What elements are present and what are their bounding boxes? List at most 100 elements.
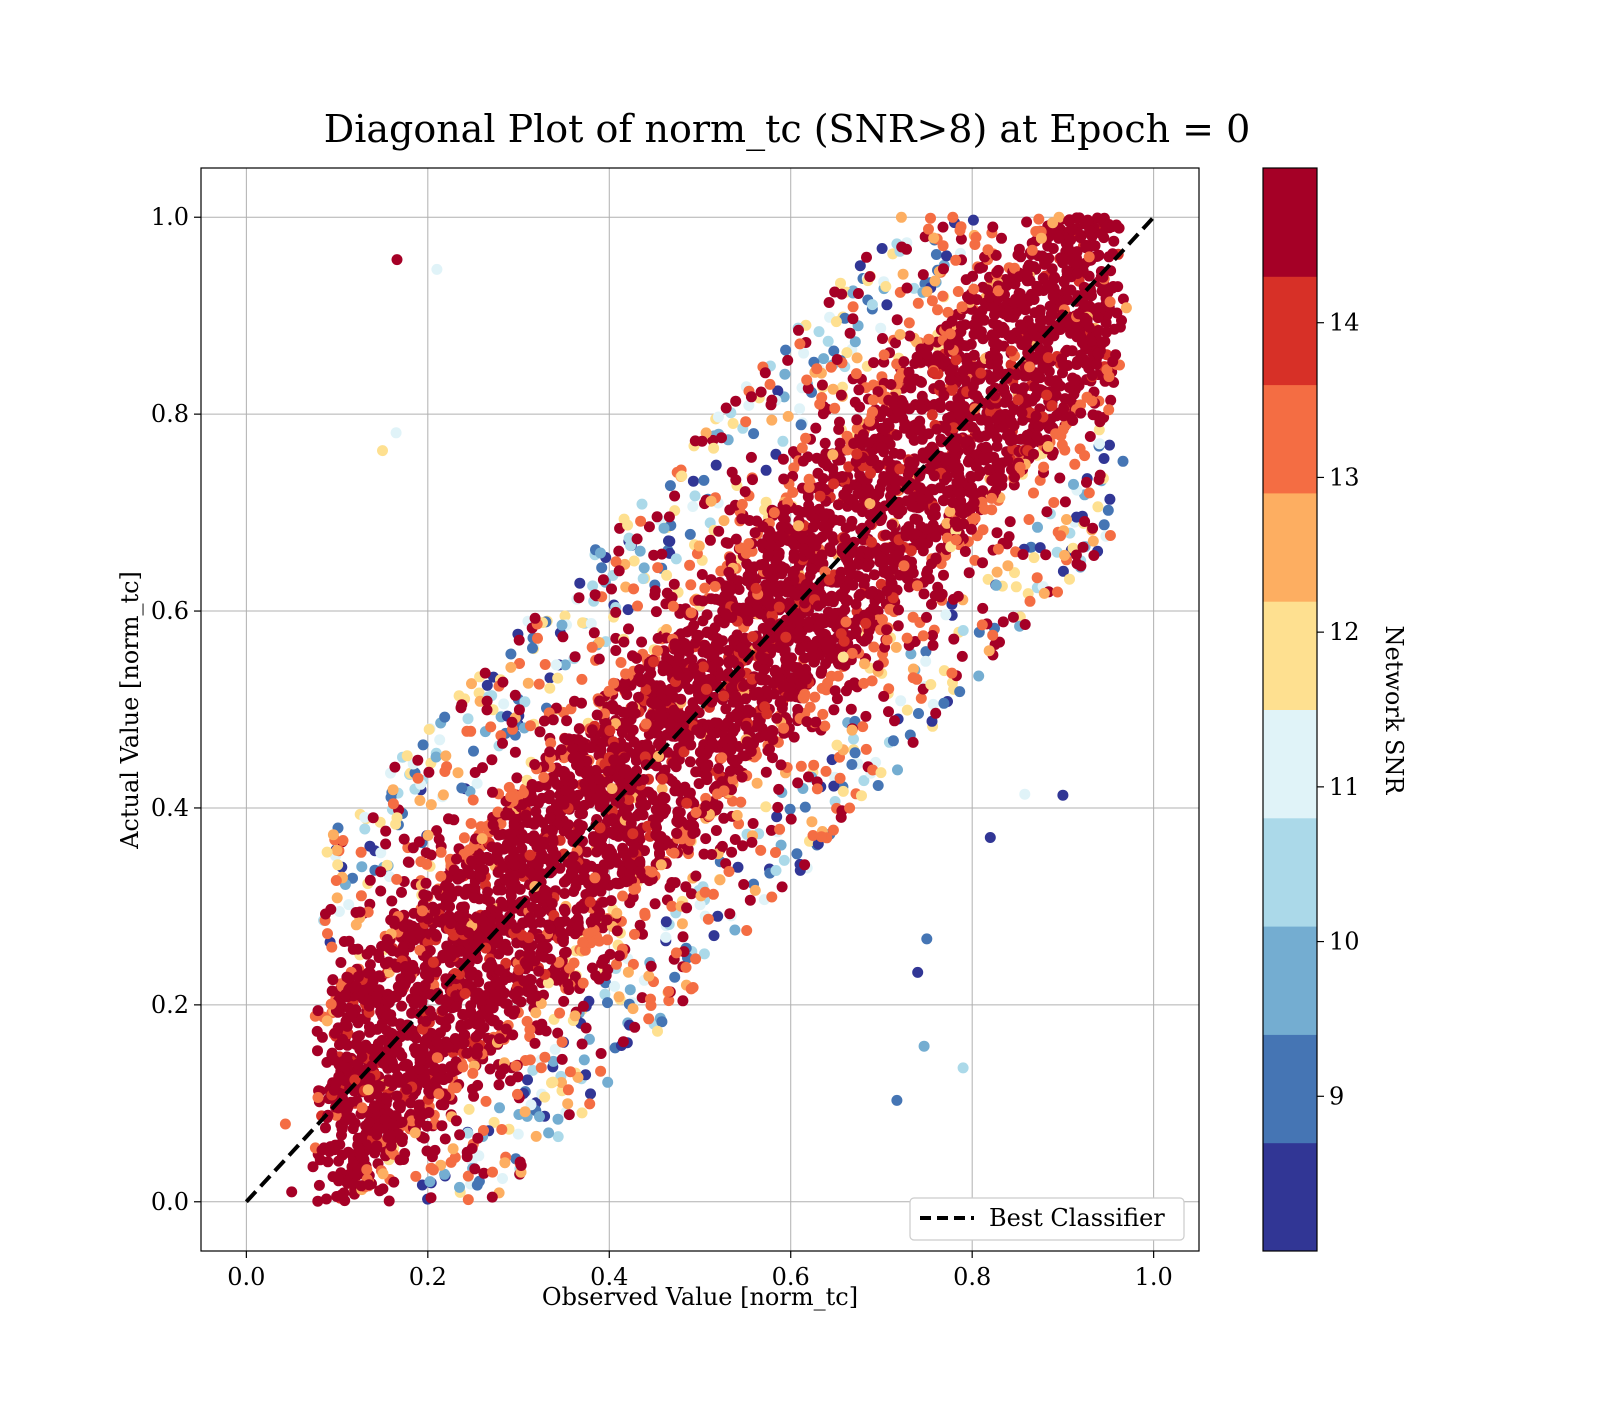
scatter-point [690,766,701,777]
scatter-point [594,654,605,665]
scatter-point [796,419,807,430]
scatter-point [660,932,671,943]
scatter-point [959,365,970,376]
scatter-point [440,1021,451,1032]
scatter-point [662,588,673,599]
scatter-point [530,613,541,624]
scatter-point [740,416,751,427]
scatter-point [464,1104,475,1115]
scatter-point [1048,497,1059,508]
scatter-point [721,403,732,414]
scatter-point [454,1129,465,1140]
scatter-point [472,778,483,789]
scatter-point [779,855,790,866]
scatter-point [835,438,846,449]
scatter-point [671,553,682,564]
scatter-point [589,627,600,638]
scatter-point [392,812,403,823]
scatter-point [610,645,621,656]
scatter-point [505,662,516,673]
scatter-point [700,833,711,844]
scatter-point [668,601,679,612]
scatter-point [628,1003,639,1014]
scatter-point [522,1074,533,1085]
scatter-point [893,620,904,631]
scatter-point [410,1171,421,1182]
scatter-point [1099,519,1110,530]
scatter-point [925,213,936,224]
scatter-point [533,966,544,977]
scatter-point [730,396,741,407]
scatter-point [898,269,909,280]
scatter-point [771,713,782,724]
scatter-point [653,633,664,644]
scatter-point [669,579,680,590]
scatter-point [1105,395,1116,406]
scatter-point [796,761,807,772]
scatter-point [684,560,695,571]
scatter-point [1038,462,1049,473]
scatter-point [466,818,477,829]
scatter-point [563,819,574,830]
scatter-point [1048,291,1059,302]
scatter-point [732,810,743,821]
scatter-point [891,642,902,653]
scatter-point [927,295,938,306]
scatter-point [618,1036,629,1047]
scatter-point [414,836,425,847]
scatter-point [1019,789,1030,800]
scatter-point [556,917,567,928]
scatter-point [1043,352,1054,363]
scatter-point [991,580,1002,591]
scatter-point [973,671,984,682]
scatter-point [873,660,884,671]
scatter-point [1082,392,1093,403]
scatter-point [609,981,620,992]
scatter-point [724,743,735,754]
scatter-point [576,674,587,685]
scatter-point [439,712,450,723]
scatter-point [1041,390,1052,401]
scatter-point [1108,236,1119,247]
scatter-point [833,499,844,510]
scatter-point [529,759,540,770]
scatter-point [804,548,815,559]
scatter-point [538,941,549,952]
scatter-point [531,990,542,1001]
scatter-point [1064,214,1075,225]
scatter-point [708,443,719,454]
scatter-point [577,1039,588,1050]
scatter-point [948,634,959,645]
scatter-point [983,244,994,255]
scatter-point [801,375,812,386]
scatter-point [603,766,614,777]
scatter-point [938,570,949,581]
scatter-point [841,617,852,628]
scatter-point [422,1146,433,1157]
scatter-point [629,556,640,567]
scatter-point [540,659,551,670]
scatter-point [731,534,742,545]
scatter-point [799,859,810,870]
scatter-point [880,281,891,292]
scatter-point [617,891,628,902]
scatter-point [423,1107,434,1118]
scatter-point [636,637,647,648]
scatter-point [781,504,792,515]
scatter-point [1088,550,1099,561]
scatter-point [929,470,940,481]
scatter-point [738,681,749,692]
scatter-point [523,932,534,943]
scatter-point [992,339,1003,350]
scatter-point [386,994,397,1005]
scatter-point [690,871,701,882]
scatter-point [916,404,927,415]
scatter-point [818,521,829,532]
scatter-point [313,1092,324,1103]
scatter-point [410,1047,421,1058]
scatter-point [676,471,687,482]
scatter-point [1104,440,1115,451]
scatter-point [431,752,442,763]
scatter-point [412,755,423,766]
